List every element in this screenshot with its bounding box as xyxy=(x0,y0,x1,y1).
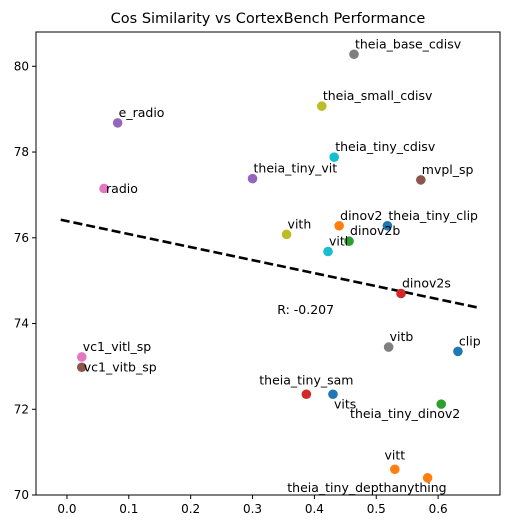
data-point xyxy=(383,342,394,352)
data-point xyxy=(422,473,433,483)
point-labels: theia_base_cdisv theia_small_cdisv e_radio… xyxy=(83,36,481,495)
x-tick-label: 0.6 xyxy=(429,502,448,516)
data-point xyxy=(99,183,109,194)
point-label: theia_tiny_dinov2 xyxy=(350,406,460,421)
data-point xyxy=(349,49,359,60)
point-label: theia_tiny_cdisv xyxy=(335,139,436,154)
data-point xyxy=(390,464,400,475)
x-tick-label: 0.3 xyxy=(243,502,262,516)
plot-frame xyxy=(35,31,501,496)
point-label: vits xyxy=(334,396,356,411)
y-axis: 70 72 74 76 78 80 xyxy=(14,59,36,502)
data-point xyxy=(334,220,344,231)
point-label: dinov2b xyxy=(350,223,400,238)
x-tick-label: 0.5 xyxy=(367,502,386,516)
point-label: vc1_vitl_sp xyxy=(83,339,151,354)
data-point xyxy=(281,229,292,240)
chart-title: Cos Similarity vs CortexBench Performanc… xyxy=(111,11,426,27)
point-label: theia_base_cdisv xyxy=(355,36,462,51)
data-point xyxy=(76,352,87,362)
data-point xyxy=(396,288,406,299)
point-label: clip xyxy=(459,333,481,348)
x-tick-label: 0.0 xyxy=(57,502,76,516)
point-label: theia_small_cdisv xyxy=(323,88,433,103)
data-point xyxy=(323,246,333,257)
x-tick-label: 0.1 xyxy=(119,502,138,516)
data-point xyxy=(382,220,393,231)
x-tick-label: 0.2 xyxy=(181,502,200,516)
x-axis: 0.0 0.1 0.2 0.3 0.4 0.5 0.6 xyxy=(57,495,448,516)
data-point xyxy=(317,101,327,111)
point-label: vitl xyxy=(329,233,348,248)
point-label: theia_tiny_sam xyxy=(259,372,353,387)
point-label: radio xyxy=(106,181,138,196)
data-point xyxy=(247,173,258,184)
correlation-annotation: R: -0.207 xyxy=(277,302,334,317)
y-tick-label: 74 xyxy=(14,317,29,331)
point-label: vith xyxy=(288,216,312,231)
data-point xyxy=(436,399,447,409)
point-label: vitb xyxy=(390,329,414,344)
y-tick-label: 78 xyxy=(14,145,29,159)
point-label: dinov2s xyxy=(402,276,451,291)
data-point xyxy=(416,175,426,185)
data-point xyxy=(112,118,123,128)
point-label: e_radio xyxy=(119,105,165,120)
y-tick-label: 76 xyxy=(14,231,29,245)
y-tick-label: 70 xyxy=(14,488,29,502)
y-tick-label: 80 xyxy=(14,59,29,73)
data-points xyxy=(76,49,463,483)
point-label: dinov2 xyxy=(340,208,382,223)
data-point xyxy=(344,236,354,247)
data-point xyxy=(328,389,338,400)
point-label: vitt xyxy=(384,447,405,462)
point-label: vc1_vitb_sp xyxy=(84,360,157,375)
x-tick-label: 0.4 xyxy=(305,502,324,516)
point-label: mvpl_sp xyxy=(422,162,474,177)
data-point xyxy=(453,346,463,357)
data-point xyxy=(76,362,87,373)
point-label: theia_tiny_vit xyxy=(254,161,338,176)
data-point xyxy=(301,389,312,400)
trend-line xyxy=(60,218,479,309)
y-tick-label: 72 xyxy=(14,402,29,416)
point-label: theia_tiny_depthanything xyxy=(287,480,446,495)
point-label: theia_tiny_clip xyxy=(388,208,478,223)
data-point xyxy=(329,152,339,162)
